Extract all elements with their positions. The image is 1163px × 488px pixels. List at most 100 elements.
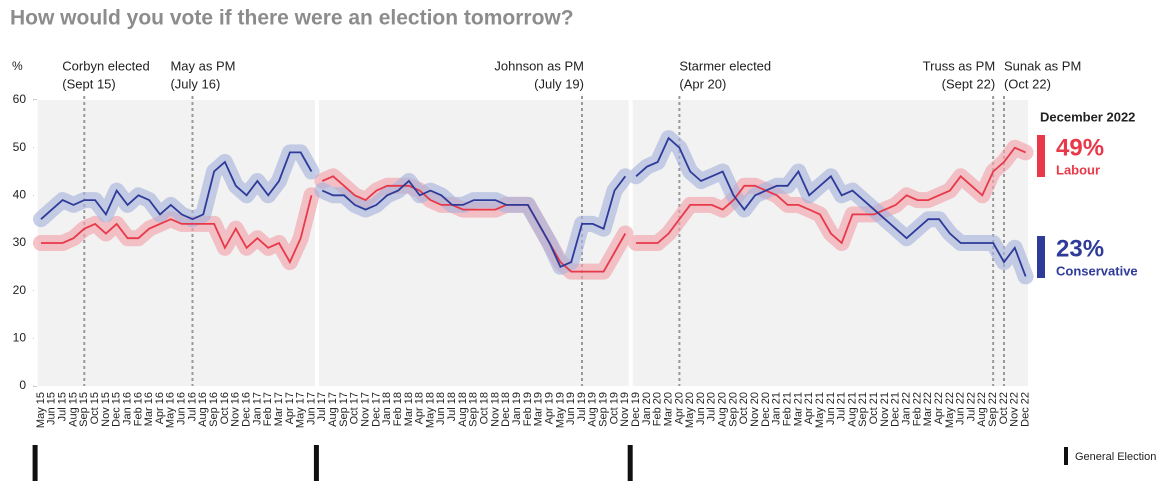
x-tick-label: Oct 19 [608,392,620,424]
x-tick-label: Jun 19 [565,392,577,425]
x-tick-label: May 17 [295,392,307,428]
election-legend-label: General Election [1075,451,1156,463]
event-date: (Sept 22) [942,76,995,91]
legend-label: Labour [1056,162,1100,177]
x-tick-label: Mar 19 [533,392,545,426]
x-tick-label: Aug 16 [197,392,209,427]
election-marker [313,445,319,481]
x-tick-label: Jan 17 [251,392,263,425]
event-date: (July 19) [534,76,584,91]
x-tick-label: Jan 18 [381,392,393,425]
event-date: (Apr 20) [679,76,726,91]
x-tick-label: Feb 20 [652,392,664,426]
x-tick-label: Mar 22 [922,392,934,426]
x-tick-label: Jun 20 [695,392,707,425]
y-tick-label: 40 [13,188,27,202]
x-tick-label: Dec 15 [111,392,123,427]
plot-background [37,100,1028,386]
x-tick-label: Apr 17 [284,392,296,424]
x-tick-label: Dec 21 [890,392,902,427]
x-tick-label: Jul 21 [836,392,848,421]
x-tick-label: Nov 21 [879,392,891,427]
x-tick-label: Sep 22 [987,392,999,427]
x-tick-label: Sep 16 [208,392,220,427]
chart-title: How would you vote if there were an elec… [10,7,574,30]
x-tick-label: Oct 17 [349,392,361,424]
x-tick-label: Jan 20 [641,392,653,425]
x-tick-label: Mar 16 [143,392,155,426]
x-tick-label: Dec 18 [500,392,512,427]
latest-title: December 2022 [1040,109,1135,124]
series-line [41,146,1026,273]
x-tick-label: Dec 16 [240,392,252,427]
x-tick-label: Apr 19 [543,392,555,424]
event-label: Starmer elected [679,58,771,73]
x-tick-label: Mar 17 [273,392,285,426]
x-tick-label: Nov 15 [100,392,112,427]
legend-label: Conservative [1056,263,1138,278]
series-line [40,136,1027,277]
y-axis-label: % [12,59,23,73]
latest-value: 49% [1056,134,1104,161]
x-tick-label: Oct 16 [219,392,231,424]
x-tick-label: Jan 16 [121,392,133,425]
x-tick-label: Mar 21 [792,392,804,426]
x-tick-label: Oct 15 [89,392,101,424]
x-tick-label: Nov 16 [230,392,242,427]
event-label: Truss as PM [923,58,995,73]
event-date: (Sept 15) [62,76,115,91]
x-tick-label: Feb 21 [781,392,793,426]
x-tick-label: Jan 21 [771,392,783,425]
x-tick-label: Aug 21 [846,392,858,427]
x-tick-label: May 21 [814,392,826,428]
x-tick-label: Oct 20 [738,392,750,424]
x-tick-label: Dec 19 [630,392,642,427]
x-tick-label: May 16 [165,392,177,428]
latest-swatch [1037,135,1045,177]
x-tick-label: Feb 19 [522,392,534,426]
x-tick-label: Sep 18 [468,392,480,427]
x-tick-label: May 15 [35,392,47,428]
latest-swatch [1037,236,1045,278]
x-tick-label: Apr 16 [154,392,166,424]
election-legend-swatch [1064,447,1068,465]
x-tick-label: Apr 21 [803,392,815,424]
x-tick-label: Jul 17 [316,392,328,421]
x-tick-label: Sep 21 [857,392,869,427]
x-tick-label: Sep 15 [78,392,90,427]
x-tick-label: Aug 18 [457,392,469,427]
x-tick-label: Jan 22 [901,392,913,425]
x-tick-label: Jun 15 [46,392,58,425]
x-tick-label: Dec 17 [370,392,382,427]
event-label: Sunak as PM [1004,58,1081,73]
x-tick-label: Jul 15 [57,392,69,421]
x-tick-label: May 20 [684,392,696,428]
x-tick-label: May 22 [944,392,956,428]
x-tick-label: Jun 16 [176,392,188,425]
y-tick-label: 0 [19,378,26,392]
x-tick-label: Nov 18 [489,392,501,427]
election-marker [627,445,633,481]
x-tick-label: Dec 20 [760,392,772,427]
x-tick-label: Sep 19 [598,392,610,427]
x-tick-label: Jul 18 [446,392,458,421]
x-tick-label: Feb 18 [392,392,404,426]
x-tick-label: Aug 19 [587,392,599,427]
x-tick-label: Aug 22 [976,392,988,427]
x-tick-label: Aug 15 [67,392,79,427]
x-tick-label: Apr 18 [414,392,426,424]
x-tick-label: Apr 22 [933,392,945,424]
x-tick-label: Jul 19 [576,392,588,421]
y-tick-label: 50 [13,140,27,154]
event-date: (July 16) [170,76,220,91]
x-tick-label: Jun 21 [825,392,837,425]
x-tick-label: May 18 [424,392,436,428]
x-tick-label: Mar 20 [662,392,674,426]
x-tick-label: Jun 17 [305,392,317,425]
x-tick-label: Sep 17 [338,392,350,427]
x-tick-label: Nov 17 [360,392,372,427]
x-tick-label: Nov 22 [1009,392,1021,427]
event-label: May as PM [170,58,235,73]
election-marker [32,445,38,481]
